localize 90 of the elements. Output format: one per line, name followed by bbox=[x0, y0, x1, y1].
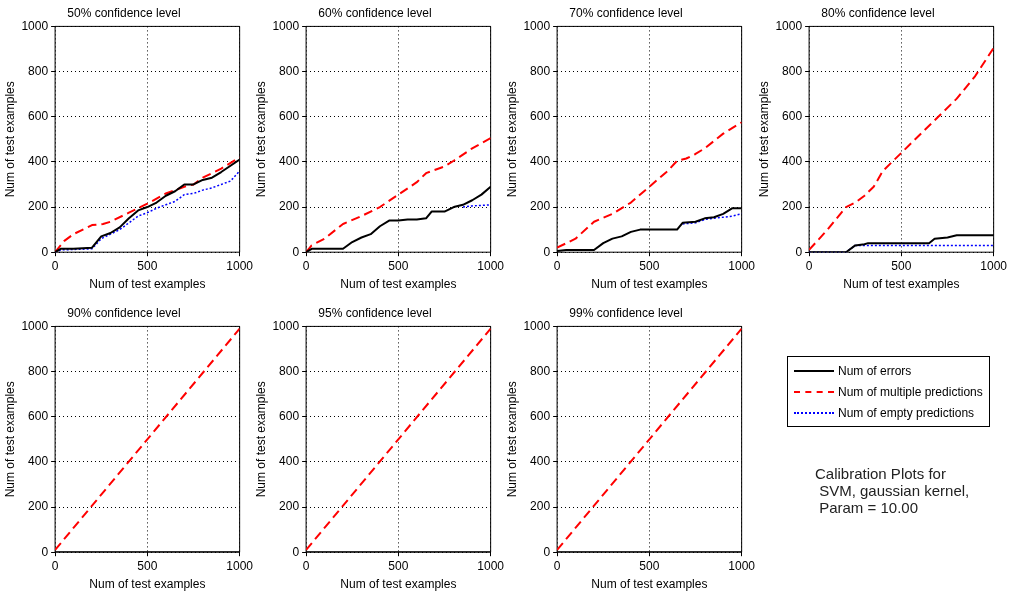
y-tick-label: 1000 bbox=[272, 18, 300, 33]
x-tick-label: 500 bbox=[891, 258, 912, 273]
y-tick-label: 400 bbox=[279, 454, 300, 469]
x-tick-label: 500 bbox=[388, 258, 409, 273]
x-tick-label: 500 bbox=[388, 558, 409, 573]
y-tick-label: 600 bbox=[530, 109, 551, 124]
x-tick-label: 0 bbox=[51, 558, 59, 573]
y-tick-label: 600 bbox=[530, 409, 551, 424]
y-tick-label: 1000 bbox=[523, 18, 551, 33]
y-tick-label: 600 bbox=[28, 109, 49, 124]
x-tick-label: 0 bbox=[302, 558, 310, 573]
chart-title: 50% confidence level bbox=[67, 5, 181, 20]
y-tick-label: 1000 bbox=[21, 18, 49, 33]
y-tick-label: 800 bbox=[782, 63, 803, 78]
y-tick-label: 400 bbox=[782, 154, 803, 169]
y-tick-label: 200 bbox=[530, 499, 551, 514]
x-tick-label: 0 bbox=[553, 558, 561, 573]
y-axis-title: Num of test examples bbox=[2, 381, 17, 498]
legend-label: Num of multiple predictions bbox=[838, 384, 983, 399]
y-tick-label: 600 bbox=[782, 109, 803, 124]
y-tick-label: 1000 bbox=[272, 318, 300, 333]
y-axis-title: Num of test examples bbox=[253, 81, 268, 198]
x-tick-label: 500 bbox=[137, 558, 158, 573]
y-tick-label: 800 bbox=[530, 63, 551, 78]
y-tick-label: 400 bbox=[530, 454, 551, 469]
y-tick-label: 0 bbox=[543, 244, 551, 259]
chart-title: 95% confidence level bbox=[318, 305, 432, 320]
y-tick-label: 800 bbox=[530, 363, 551, 378]
x-tick-label: 0 bbox=[553, 258, 561, 273]
x-tick-label: 0 bbox=[805, 258, 813, 273]
y-axis-title: Num of test examples bbox=[2, 81, 17, 198]
y-axis-title: Num of test examples bbox=[504, 81, 519, 198]
y-tick-label: 1000 bbox=[523, 318, 551, 333]
y-axis-title: Num of test examples bbox=[756, 81, 771, 198]
x-axis-title: Num of test examples bbox=[89, 277, 206, 292]
y-tick-label: 600 bbox=[28, 409, 49, 424]
x-tick-label: 0 bbox=[302, 258, 310, 273]
x-axis-title: Num of test examples bbox=[591, 577, 708, 591]
y-tick-label: 800 bbox=[28, 63, 49, 78]
x-axis-title: Num of test examples bbox=[340, 277, 457, 292]
x-tick-label: 500 bbox=[639, 558, 660, 573]
y-axis-title: Num of test examples bbox=[253, 381, 268, 498]
y-tick-label: 0 bbox=[41, 244, 49, 259]
y-tick-label: 200 bbox=[279, 499, 300, 514]
x-axis-title: Num of test examples bbox=[89, 577, 206, 591]
y-tick-label: 200 bbox=[28, 199, 49, 214]
y-tick-label: 0 bbox=[292, 244, 300, 259]
y-tick-label: 600 bbox=[279, 109, 300, 124]
y-tick-label: 0 bbox=[543, 544, 551, 559]
y-tick-label: 200 bbox=[279, 199, 300, 214]
y-tick-label: 800 bbox=[279, 363, 300, 378]
y-tick-label: 400 bbox=[28, 154, 49, 169]
y-tick-label: 800 bbox=[279, 63, 300, 78]
y-tick-label: 400 bbox=[530, 154, 551, 169]
x-tick-label: 1000 bbox=[477, 258, 505, 273]
y-tick-label: 400 bbox=[279, 154, 300, 169]
x-axis-title: Num of test examples bbox=[340, 577, 457, 591]
chart-title: 80% confidence level bbox=[821, 5, 935, 20]
x-tick-label: 1000 bbox=[728, 258, 756, 273]
x-axis-title: Num of test examples bbox=[843, 277, 960, 292]
y-tick-label: 0 bbox=[795, 244, 803, 259]
line-series bbox=[681, 213, 742, 225]
chart-title: 60% confidence level bbox=[318, 5, 432, 20]
y-tick-label: 200 bbox=[782, 199, 803, 214]
x-tick-label: 1000 bbox=[226, 258, 254, 273]
chart-title: 70% confidence level bbox=[569, 5, 683, 20]
chart-title: 99% confidence level bbox=[569, 305, 683, 320]
line-series bbox=[557, 121, 742, 249]
x-tick-label: 1000 bbox=[728, 558, 756, 573]
x-tick-label: 500 bbox=[639, 258, 660, 273]
y-tick-label: 0 bbox=[41, 544, 49, 559]
y-tick-label: 200 bbox=[28, 499, 49, 514]
x-tick-label: 500 bbox=[137, 258, 158, 273]
x-axis-title: Num of test examples bbox=[591, 277, 708, 292]
x-tick-label: 1000 bbox=[477, 558, 505, 573]
text: Calibration Plots for SVM, gaussian kernel, Param = 10.00 bbox=[815, 465, 970, 516]
y-tick-label: 1000 bbox=[775, 18, 803, 33]
legend-label: Num of empty predictions bbox=[838, 405, 975, 420]
y-axis-title: Num of test examples bbox=[504, 381, 519, 498]
y-tick-label: 200 bbox=[530, 199, 551, 214]
chart-title: 90% confidence level bbox=[67, 305, 181, 320]
y-tick-label: 600 bbox=[279, 409, 300, 424]
legend-label: Num of errors bbox=[838, 363, 912, 378]
y-tick-label: 0 bbox=[292, 544, 300, 559]
y-tick-label: 800 bbox=[28, 363, 49, 378]
x-tick-label: 1000 bbox=[226, 558, 254, 573]
y-tick-label: 1000 bbox=[21, 318, 49, 333]
y-tick-label: 400 bbox=[28, 454, 49, 469]
x-tick-label: 1000 bbox=[980, 258, 1008, 273]
x-tick-label: 0 bbox=[51, 258, 59, 273]
